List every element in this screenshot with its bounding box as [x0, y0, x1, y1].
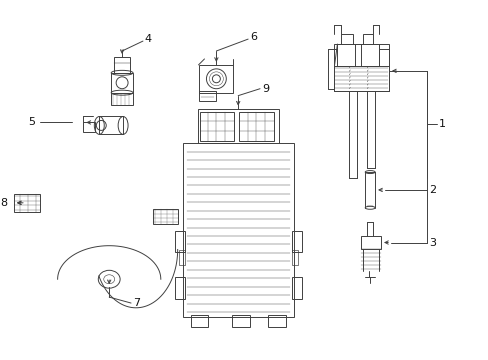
Bar — [111, 93, 133, 105]
Bar — [334, 44, 388, 91]
Bar — [174, 277, 184, 299]
Text: 5: 5 — [28, 117, 35, 127]
Bar — [291, 277, 301, 299]
Bar — [198, 91, 216, 100]
Bar — [14, 194, 40, 212]
Bar — [190, 315, 208, 327]
Bar — [153, 209, 177, 224]
Bar — [267, 315, 285, 327]
Bar — [83, 122, 95, 132]
Bar — [232, 315, 249, 327]
Bar — [114, 57, 130, 73]
Text: 3: 3 — [428, 238, 435, 248]
Text: 6: 6 — [249, 32, 257, 42]
Bar — [291, 250, 297, 265]
Bar — [99, 117, 123, 134]
Bar — [174, 231, 184, 252]
Bar — [178, 250, 184, 265]
Bar — [199, 112, 234, 141]
Text: 7: 7 — [133, 298, 140, 308]
Bar — [361, 44, 378, 66]
Bar — [198, 65, 233, 93]
Bar — [291, 231, 301, 252]
Bar — [111, 73, 133, 93]
Text: 1: 1 — [438, 120, 445, 130]
Bar — [341, 34, 353, 44]
Text: 9: 9 — [262, 84, 268, 94]
Text: 2: 2 — [428, 185, 435, 195]
Bar — [197, 109, 278, 143]
Text: 4: 4 — [144, 34, 152, 44]
Bar — [363, 34, 372, 44]
Bar — [337, 44, 355, 66]
Text: 8: 8 — [0, 198, 7, 208]
Bar — [334, 66, 388, 91]
Bar — [239, 112, 273, 141]
Bar — [182, 143, 293, 317]
Bar — [361, 235, 380, 249]
